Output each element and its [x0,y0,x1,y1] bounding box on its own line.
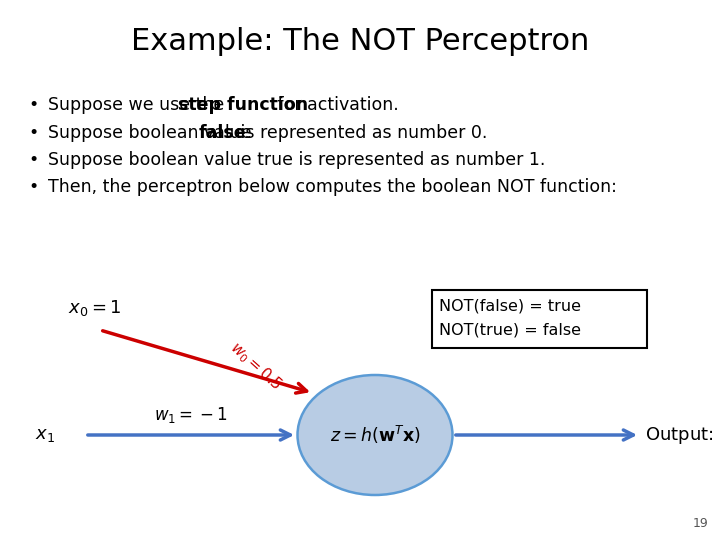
Text: $w_0 = 0.5$: $w_0 = 0.5$ [227,339,286,395]
Text: Suppose boolean value: Suppose boolean value [48,124,257,142]
Text: Suppose we use the: Suppose we use the [48,96,230,114]
Text: Output: $z$: Output: $z$ [645,424,720,445]
FancyBboxPatch shape [432,290,647,348]
Text: •: • [28,124,38,142]
Text: •: • [28,178,38,196]
Text: $z = h(\mathbf{w}^T\mathbf{x})$: $z = h(\mathbf{w}^T\mathbf{x})$ [330,424,420,446]
Text: Suppose boolean value true is represented as number 1.: Suppose boolean value true is represente… [48,151,545,169]
Text: for activation.: for activation. [271,96,398,114]
Text: step function: step function [178,96,308,114]
Text: is represented as number 0.: is represented as number 0. [235,124,487,142]
Text: $w_1 = -1$: $w_1 = -1$ [154,405,228,425]
Text: NOT(true) = false: NOT(true) = false [439,322,581,338]
Text: •: • [28,151,38,169]
Text: $x_1$: $x_1$ [35,426,55,444]
Text: Then, the perceptron below computes the boolean NOT function:: Then, the perceptron below computes the … [48,178,617,196]
Text: $x_0 = 1$: $x_0 = 1$ [68,298,122,318]
Text: false: false [199,124,246,142]
Text: Example: The NOT Perceptron: Example: The NOT Perceptron [131,28,589,57]
Text: NOT(false) = true: NOT(false) = true [439,299,581,314]
Text: •: • [28,96,38,114]
Ellipse shape [297,375,452,495]
Text: 19: 19 [692,517,708,530]
